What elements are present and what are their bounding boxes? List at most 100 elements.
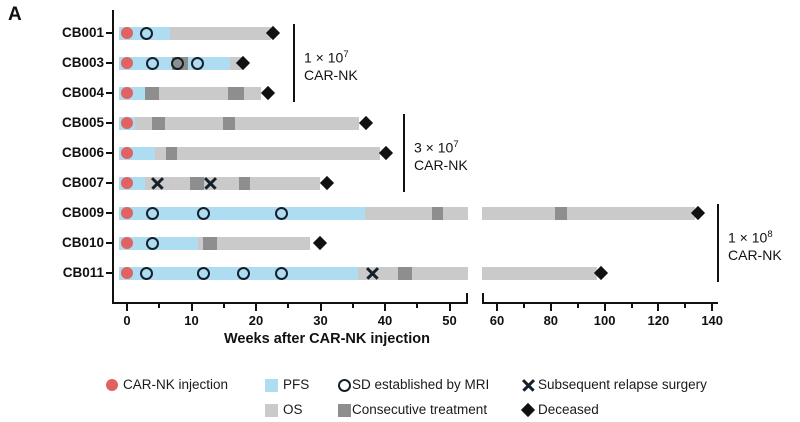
x-axis-tick (319, 304, 322, 311)
x-axis-title: Weeks after CAR-NK injection (224, 331, 430, 347)
axis-break-cap-right (482, 293, 484, 304)
y-axis-row-tick (106, 92, 113, 94)
x-axis-tick (711, 304, 714, 311)
car-nk-injection-legend-icon (106, 379, 118, 391)
legend-label: Subsequent relapse surgery (538, 377, 707, 392)
patient-label-cb001: CB001 (61, 25, 104, 40)
y-axis-row-tick (106, 122, 113, 124)
x-axis-tick (576, 304, 579, 308)
relapse-surgery-marker (151, 177, 164, 190)
legend-label: CAR-NK injection (123, 377, 229, 392)
x-axis-tick (630, 304, 633, 308)
pfs-bar (119, 206, 365, 220)
y-axis-row-tick (106, 32, 113, 34)
x-axis-tick (222, 304, 225, 308)
consecutive-treatment-segment (432, 206, 444, 220)
legend-label: SD established by MRI (352, 377, 490, 392)
x-axis-tick-label: 60 (489, 313, 505, 328)
consecutive-treatment-segment (238, 176, 251, 190)
car-nk-injection-marker (121, 267, 133, 279)
x-axis-tick-label: 10 (184, 313, 199, 328)
x-axis-tick-label: 20 (248, 313, 264, 328)
consecutive-treatment-segment (555, 206, 567, 220)
os-bar (119, 116, 359, 130)
sd-mri-marker (139, 26, 153, 40)
y-axis-row-tick (106, 62, 113, 64)
patient-label-cb009: CB009 (61, 205, 104, 220)
dose-group-label: 3 × 107 CAR-NK (414, 139, 468, 173)
x-axis-line-right (482, 302, 718, 304)
deceased-marker (261, 85, 276, 101)
x-axis-tick (158, 304, 161, 308)
os-bar (482, 206, 695, 220)
consecutive-treatment-segment (228, 86, 244, 100)
relapse-surgery-marker (204, 177, 217, 190)
x-axis-tick (126, 304, 128, 311)
car-nk-injection-marker (121, 207, 133, 219)
patient-label-cb005: CB005 (61, 115, 104, 130)
x-axis-tick-label: 0 (123, 313, 131, 328)
panel-label: A (8, 4, 22, 25)
x-axis-tick (351, 304, 354, 308)
y-axis-row-tick (106, 242, 113, 244)
car-nk-injection-marker (121, 177, 133, 189)
x-axis-tick-label: 80 (543, 313, 559, 328)
patient-label-cb003: CB003 (61, 55, 104, 70)
x-axis-tick (522, 304, 525, 308)
deceased-marker (319, 175, 335, 191)
dose-group-label: 1 × 108 CAR-NK (728, 229, 782, 263)
x-axis-tick-label: 40 (377, 313, 393, 328)
x-axis-tick (384, 304, 386, 311)
patient-label-cb004: CB004 (61, 85, 104, 100)
dose-group-label: 1 × 107 CAR-NK (304, 49, 358, 83)
consecutive-treatment-segment (145, 86, 159, 100)
os-legend-swatch (264, 403, 278, 417)
x-axis-tick-label: 120 (647, 313, 670, 328)
x-axis-tick (496, 304, 498, 311)
legend-label: Consecutive treatment (352, 402, 488, 417)
car-nk-injection-marker (121, 237, 133, 249)
y-axis-row-tick (106, 182, 113, 184)
sd-mri-marker (275, 266, 289, 280)
os-bar (482, 266, 598, 280)
y-axis-row-tick (106, 212, 113, 214)
sd-mri-marker (275, 206, 289, 220)
car-nk-injection-marker (121, 147, 133, 159)
consecutive-treatment-segment (223, 116, 236, 130)
x-axis-tick (255, 304, 257, 311)
sd-mri-marker (236, 266, 250, 280)
car-nk-injection-marker (121, 27, 133, 39)
legend-label: OS (283, 402, 303, 417)
patient-label-cb010: CB010 (61, 235, 104, 250)
x-axis-tick (416, 304, 419, 308)
consecutive-treatment-segment (397, 266, 413, 280)
dose-group-bracket (293, 24, 295, 102)
y-axis-row-tick (106, 152, 113, 154)
x-axis-tick (190, 304, 193, 311)
patient-label-cb007: CB007 (61, 175, 104, 190)
x-axis-tick (448, 304, 451, 311)
sd-mri-marker (196, 206, 210, 220)
os-bar (119, 146, 380, 160)
legend-label: Deceased (538, 402, 599, 417)
x-axis-tick (684, 304, 687, 308)
sd-mri-marker (145, 206, 159, 220)
deceased-marker (312, 235, 327, 251)
sd-mri-marker (171, 56, 185, 70)
sd-mri-marker (146, 56, 160, 70)
x-axis-tick-label: 50 (442, 313, 457, 328)
sd-mri-marker (191, 56, 205, 70)
sd-mri-legend-icon (337, 378, 351, 392)
x-axis-tick (657, 304, 660, 311)
dose-group-bracket (403, 114, 405, 192)
consecutive-treatment-segment (190, 176, 204, 190)
legend-label: PFS (283, 377, 310, 392)
x-axis-tick (603, 304, 606, 311)
pfs-legend-swatch (264, 378, 278, 392)
relapse-surgery-marker (366, 267, 379, 280)
axis-break-cap-left (466, 293, 468, 304)
dose-group-bracket (717, 204, 719, 282)
x-axis-tick (549, 304, 552, 311)
deceased-marker (358, 115, 373, 131)
sd-mri-marker (140, 266, 154, 280)
